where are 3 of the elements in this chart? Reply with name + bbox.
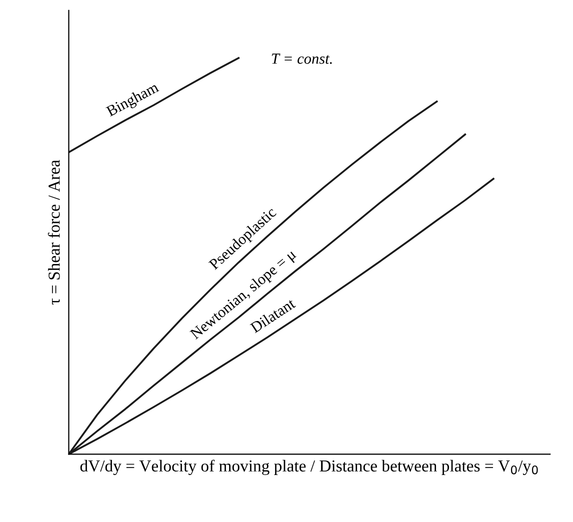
annotation: T = const. (272, 54, 332, 64)
x-axis-title: dV/dy = Velocity of moving plate / Distance between plates = V$_{0}$/y$_{0}$ (80, 460, 538, 476)
y-axis-title: τ = Shear force / Area (48, 160, 60, 305)
